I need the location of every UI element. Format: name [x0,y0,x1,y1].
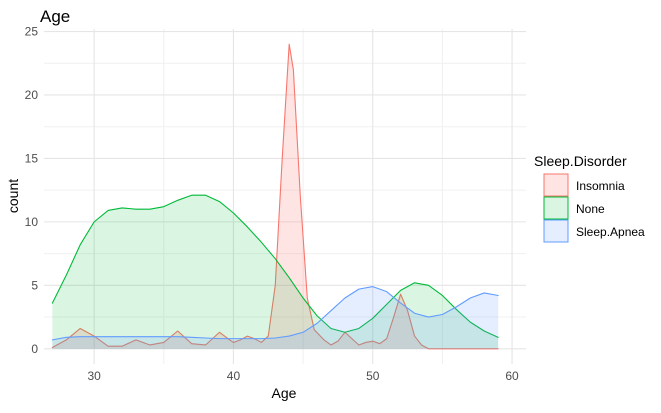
axes: 30 40 50 60 0 5 10 15 20 25 [25,25,519,383]
x-tick-label: 60 [505,369,519,383]
density-line-insomnia [51,43,499,350]
density-line-none [51,194,499,338]
legend-key-sleep-apnea [543,219,569,243]
major-gridlines [44,29,526,364]
legend-items: Insomnia None Sleep.Apnea [543,173,645,243]
x-tick-label: 30 [87,369,101,383]
legend-key-insomnia [543,173,569,197]
x-tick-label: 40 [227,369,241,383]
y-axis-label: count [5,179,21,213]
legend-label-none: None [576,202,605,216]
x-axis-label: Age [272,385,297,401]
legend-title: Sleep.Disorder [534,153,627,169]
legend: Sleep.Disorder Insomnia None Sleep.Apnea [534,153,645,243]
chart-title: Age [40,7,70,26]
density-series [51,43,499,350]
legend-key-none [543,196,569,220]
y-tick-label: 10 [25,215,39,229]
density-line-sleep-apnea [51,286,499,341]
y-tick-label: 0 [31,342,38,356]
legend-label-insomnia: Insomnia [576,179,625,193]
y-tick-label: 20 [25,88,39,102]
x-tick-label: 50 [366,369,380,383]
y-tick-label: 25 [25,25,39,39]
minor-gridlines [44,29,526,364]
density-area-sleep-apnea [52,286,499,349]
density-area-none [52,195,499,349]
legend-label-sleep-apnea: Sleep.Apnea [576,225,645,239]
y-tick-label: 5 [31,278,38,292]
y-tick-label: 15 [25,151,39,165]
